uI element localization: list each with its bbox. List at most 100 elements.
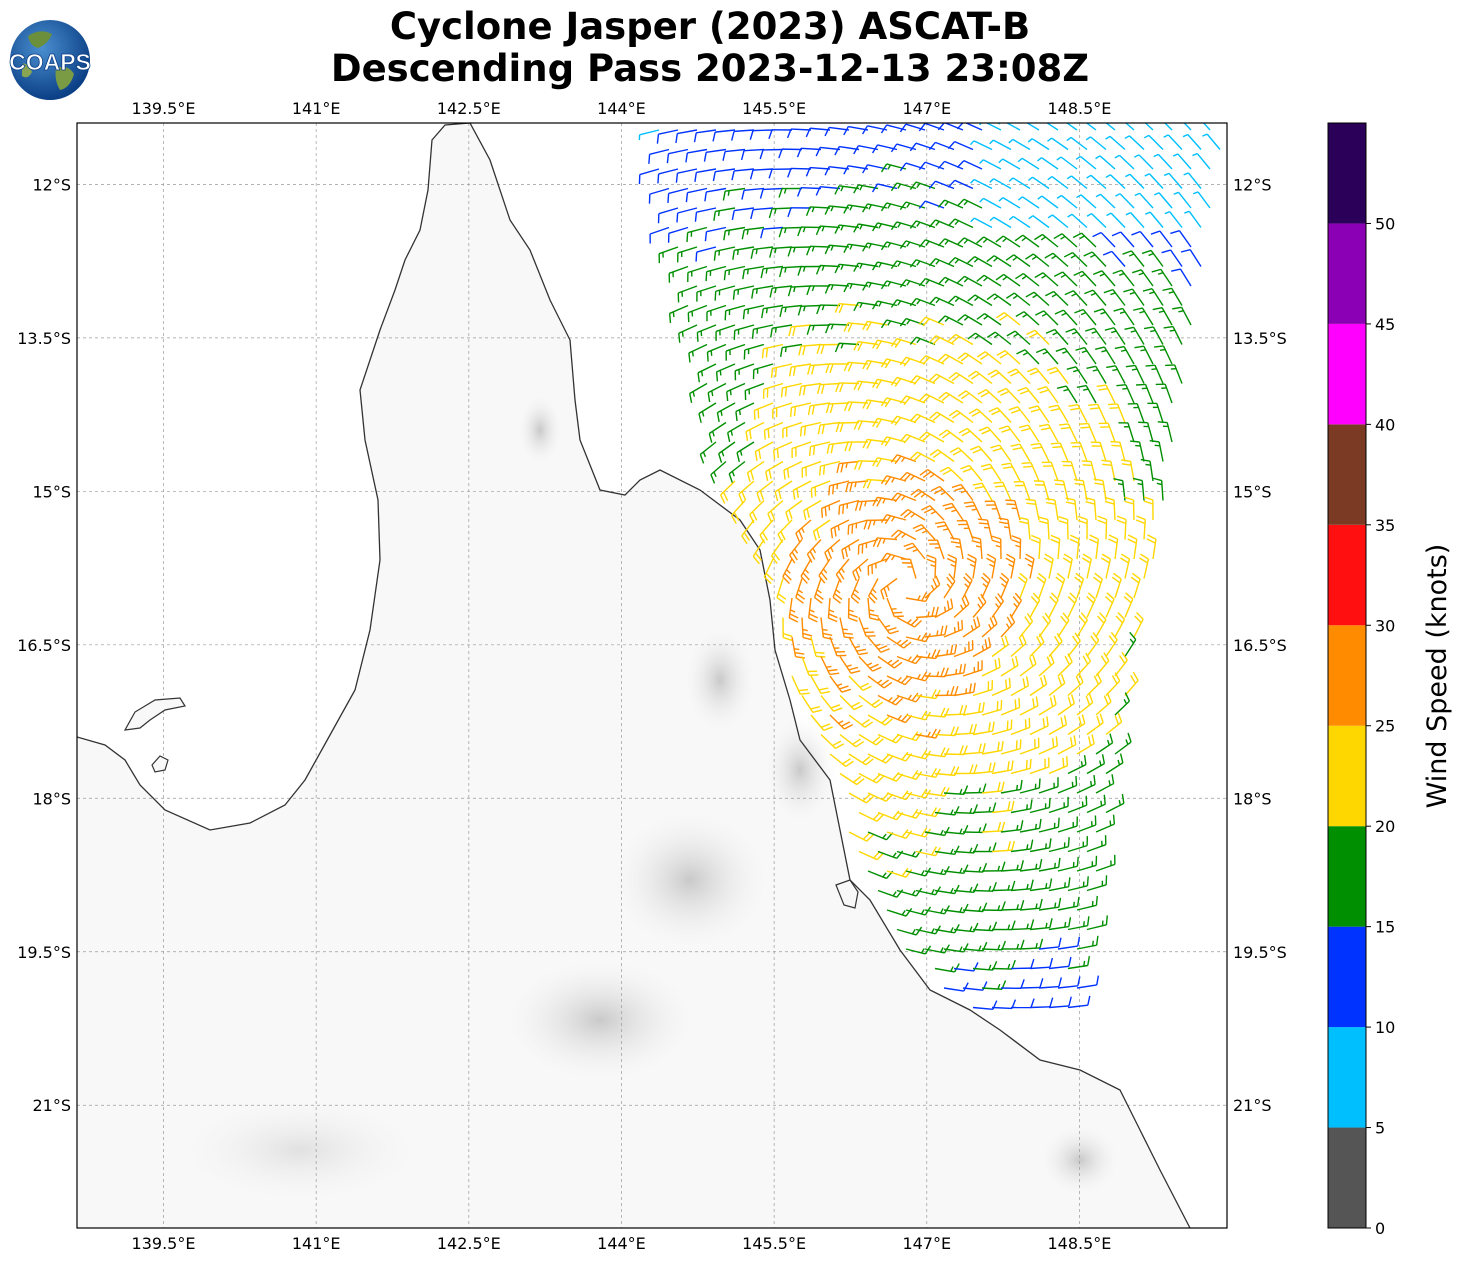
wind-barb-flag [1106,692,1112,703]
wind-barb-flag [947,553,957,560]
wind-barb-flag [982,466,993,471]
wind-barb-flag [1037,572,1047,580]
wind-barb-flag [1136,611,1144,620]
wind-barb-flag [1003,466,1013,470]
wind-barb-flag [912,524,922,530]
wind-barb-flag [866,833,875,842]
wind-barb-half-flag [981,645,985,651]
wind-barb-flag [1072,635,1079,645]
wind-barb-shaft [1148,134,1164,150]
wind-barb-half-flag [859,224,863,230]
wind-barb-shaft [973,178,993,190]
wind-barb-half-flag [983,276,988,282]
wind-barb-half-flag [830,324,834,330]
wind-barb-half-flag [950,563,956,568]
wind-barb-half-flag [1105,135,1111,140]
wind-barb-flag [1030,839,1034,850]
wind-barb-shaft [954,140,974,151]
wind-barb-flag [1121,651,1128,661]
wind-barb-flag [1029,758,1032,769]
wind-barb-flag [1036,576,1045,584]
wind-barb-half-flag [998,158,1004,164]
wind-barb-shaft [771,207,793,210]
wind-barb-flag [1010,409,1021,414]
wind-barb-flag [832,484,835,495]
wind-barb-flag [1014,234,1024,242]
wind-barb-flag [1101,754,1106,764]
wind-barb-shaft [696,129,717,134]
wind-barb-flag [693,132,697,143]
wind-barb-half-flag [995,603,1000,609]
wind-barb-half-flag [755,248,758,255]
wind-barb-half-flag [1156,482,1163,486]
wind-barb-flag [861,718,870,726]
wind-barb-shaft [828,323,850,326]
wind-barb-half-flag [907,694,912,700]
wind-barb-half-flag [1172,153,1179,157]
wind-barb-shaft [1041,157,1059,170]
wind-barb-half-flag [1168,291,1174,294]
wind-barb-half-flag [1159,348,1166,351]
wind-barb-shaft [962,987,983,991]
wind-barb-half-flag [1143,134,1150,139]
wind-barb-half-flag [997,944,1001,950]
wind-barb-flag [735,411,738,422]
wind-barb-flag [1122,250,1132,255]
wind-barb-flag [990,444,1000,449]
wind-barb-flag [928,258,937,267]
wind-barb-flag [1006,616,1013,626]
wind-barb-flag [1048,404,1058,408]
wind-barb-flag [978,522,989,525]
wind-barb-flag [880,475,888,485]
wind-barb-flag [834,592,843,600]
wind-barb-flag [1032,698,1035,708]
wind-barb-flag [862,685,872,692]
wind-barb-flag [1049,878,1053,888]
terrain-shade [515,390,565,470]
colorbar-bin [1328,323,1366,425]
wind-barb-flag [880,202,888,212]
wind-barb-half-flag [848,545,851,551]
wind-barb-flag [911,731,919,740]
wind-barb-flag [890,299,898,308]
wind-barb-flag [998,425,1009,430]
wind-barb-flag [954,806,960,816]
wind-barb-flag [759,490,765,500]
wind-barb-flag [1082,655,1089,665]
wind-barb-flag [880,679,890,687]
wind-barb-flag [1008,677,1011,688]
wind-barb-flag [890,260,898,270]
terrain-shade [1035,1120,1125,1200]
wind-barb-half-flag [1001,583,1006,588]
wind-barb-flag [1117,712,1123,723]
wind-barb-half-flag [888,696,893,702]
wind-barb-flag [824,205,830,215]
wind-barb-flag [894,455,902,465]
wind-barb-shaft [1110,212,1126,228]
wind-barb-flag [829,363,834,374]
wind-barb-half-flag [1037,157,1042,162]
wind-barb-half-flag [891,516,896,522]
wind-barb-flag [973,723,978,734]
wind-barb-flag [1073,735,1077,745]
wind-barb-flag [1115,615,1124,624]
wind-barb-flag [874,701,884,709]
wind-barb-flag [843,724,854,730]
wind-barb-flag [909,413,918,422]
wind-barb-flag [796,488,800,498]
wind-barb-half-flag [840,343,844,349]
wind-barb-flag [795,655,806,659]
wind-barb-flag [811,405,815,415]
wind-barb-half-flag [730,430,734,436]
wind-barb-half-flag [950,848,954,855]
lon-tick-label-bottom: 139.5°E [132,1234,196,1253]
wind-barb-half-flag [1008,563,1014,568]
wind-barb-flag [720,494,726,504]
wind-barb-shaft [696,207,717,213]
wind-barb-shaft [905,162,926,170]
wind-barb-shaft [1048,1005,1069,1009]
wind-barb-flag [832,740,842,747]
wind-barb-shaft [1178,191,1192,209]
wind-barb-half-flag [1005,623,1010,629]
wind-barb-flag [863,520,868,530]
